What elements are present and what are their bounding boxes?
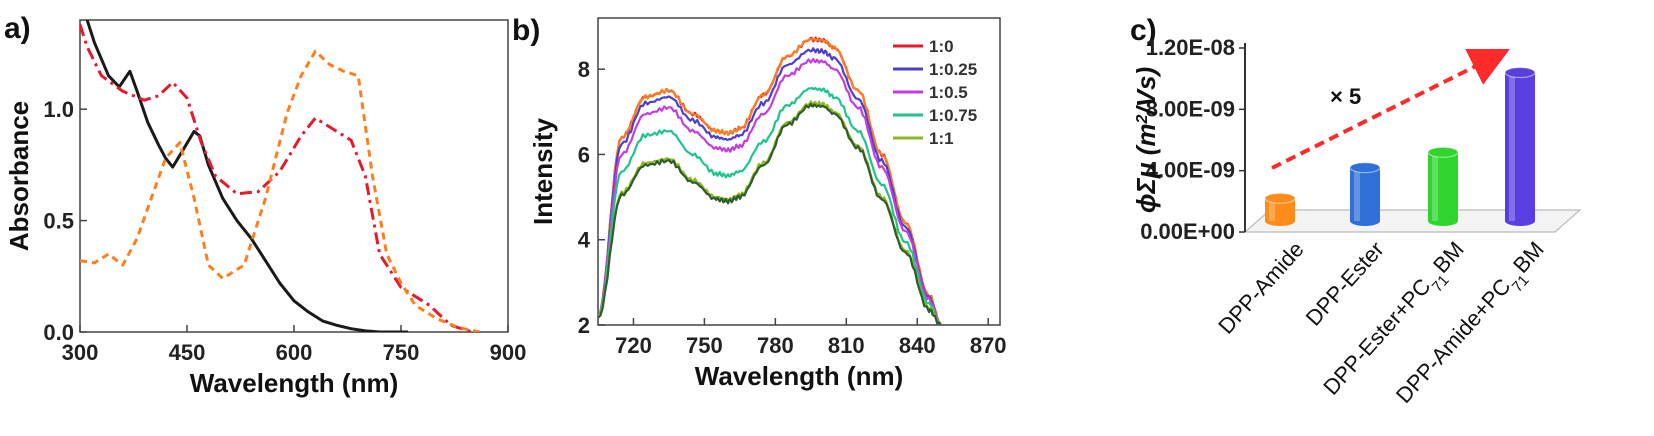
panel-c-mobility-bar-chart: c) 0.00E+00 4.00E-09 8.00E-09 1.20E-08 ϕΣμ (m…	[1130, 14, 1582, 413]
panel-c-bar-body	[1350, 167, 1380, 221]
panel-c-floor	[1243, 209, 1582, 233]
panel-b-series-line-4	[598, 86, 942, 325]
panel-c-bar-top	[1264, 192, 1296, 204]
panel-c-y-tick-label: 0.00E+00	[1140, 219, 1235, 244]
panel-b-series-line-6	[598, 102, 942, 325]
panel-b-y-tick-label: 8	[578, 57, 590, 82]
panel-c-category-label: DPP-Amide	[1213, 237, 1308, 339]
panel-c-trend-arrow	[1271, 49, 1510, 170]
panel-a-x-tick-label: 750	[383, 340, 420, 365]
panel-b-legend-label: 1:0.25	[929, 60, 977, 79]
panel-c-bar-top	[1504, 66, 1536, 79]
panel-c-bar-highlight	[1509, 72, 1515, 222]
panel-a-y-tick-label: 0.0	[43, 320, 74, 345]
panel-a-x-tick-label: 600	[276, 340, 313, 365]
panel-c-bar-base	[1265, 216, 1295, 226]
panel-a-label: a)	[4, 12, 31, 45]
panel-a-frame	[79, 19, 509, 333]
panel-c-bar-0	[1264, 192, 1296, 226]
panel-b-x-axis-title: Wavelength (nm)	[695, 361, 903, 391]
panel-c-bar-body	[1428, 152, 1458, 221]
panel-b-intensity-chart: b) 720 750 780 810 840 870 2 4 6 8 Wavelength (nm) I…	[512, 14, 1007, 391]
panel-b-series-line-3	[598, 57, 941, 325]
panel-c-category-label: DPP-Ester	[1301, 237, 1389, 331]
panel-b-series-group	[598, 36, 942, 325]
panel-a-y-tick-label: 1.0	[43, 97, 74, 122]
panel-a-absorbance-chart: a) 300 450 600 750 900 0.0 0.5 1.0 Wavelength (nm…	[4, 12, 527, 398]
panel-b-legend-label: 1:0.75	[929, 106, 977, 125]
panel-c-bar-body	[1505, 72, 1535, 222]
panel-b-series-line-1	[598, 37, 942, 325]
panel-b-label: b)	[512, 14, 540, 47]
panel-b-x-tick-label: 840	[899, 333, 936, 358]
panel-c-y-axis-title: ϕΣμ (m2/Vs)	[1131, 67, 1161, 213]
panel-c-bar-top	[1427, 146, 1459, 158]
panel-a-series-group	[80, 20, 480, 332]
panel-c-bar-highlight	[1269, 198, 1275, 221]
panel-c-label: c)	[1130, 14, 1157, 47]
panel-a-x-tick-label: 450	[169, 340, 206, 365]
panel-c-bar-highlight	[1354, 167, 1360, 221]
panel-c-bar-body	[1265, 198, 1295, 221]
panel-b-y-tick-label: 2	[578, 313, 590, 338]
panel-b-legend-label: 1:0.5	[929, 83, 968, 102]
panel-a-series-line-2	[80, 49, 480, 332]
panel-a-x-tick-label: 300	[62, 340, 99, 365]
panel-a-y-tick-label: 0.5	[43, 209, 74, 234]
panel-b-x-tick-label: 750	[686, 333, 723, 358]
panel-c-bar-2	[1427, 146, 1459, 226]
panel-c-category-label: DPP-Ester+PC71BM	[1318, 237, 1474, 405]
panel-a-series-line-0	[85, 20, 409, 332]
panel-c-bar-base	[1350, 216, 1380, 226]
panel-b-x-tick-label: 780	[757, 333, 794, 358]
panel-b-series-line-2	[598, 47, 941, 325]
panel-c-bar-base	[1505, 216, 1535, 226]
panel-b-legend-label: 1:1	[929, 129, 954, 148]
panel-b-frame	[597, 17, 1001, 326]
panel-b-x-tick-label: 810	[828, 333, 865, 358]
panel-c-category-label: DPP-Amide+PC71BM	[1391, 237, 1554, 413]
panel-b-y-tick-label: 4	[578, 228, 591, 253]
panel-c-y-tick-label: 8.00E-09	[1146, 96, 1235, 121]
panel-c-annotation: × 5	[1330, 84, 1361, 109]
panel-a-x-tick-label: 900	[490, 340, 527, 365]
panel-b-y-axis-title: Intensity	[528, 118, 558, 225]
panel-b-x-tick-label: 870	[970, 333, 1007, 358]
panel-b-series-line-5	[598, 100, 942, 325]
panel-c-bar-top	[1349, 162, 1381, 174]
panel-c-bar-highlight	[1432, 152, 1438, 221]
panel-c-y-tick-label: 1.20E-08	[1146, 35, 1235, 60]
panel-b-x-tick-label: 720	[615, 333, 652, 358]
panel-c-bar-3	[1504, 66, 1536, 226]
panel-a-x-axis-title: Wavelength (nm)	[190, 368, 398, 398]
panel-a-series-line-1	[80, 24, 473, 332]
panel-b-legend-label: 1:0	[929, 37, 954, 56]
panel-a-y-axis-title: Absorbance	[4, 101, 34, 251]
panel-c-bar-base	[1428, 216, 1458, 226]
panel-c-y-tick-label: 4.00E-09	[1146, 158, 1235, 183]
panel-c-bar-1	[1349, 162, 1381, 226]
panel-b-y-tick-label: 6	[578, 142, 590, 167]
